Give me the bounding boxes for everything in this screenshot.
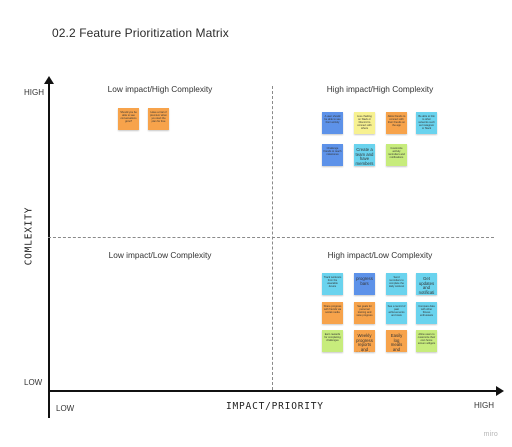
y-axis-low-label: LOW	[24, 378, 43, 387]
quadrant-label-top-right: High impact/High Complexity	[326, 84, 434, 94]
sticky-note[interactable]: Have a trial of premium when you start t…	[148, 108, 169, 130]
sticky-note[interactable]: Compare data with other fitness enthusia…	[416, 302, 437, 324]
sticky-note[interactable]: Get updates and notifications about prog…	[416, 273, 437, 295]
y-axis-line	[48, 80, 50, 418]
sticky-note[interactable]: Live chatting on Slack or Discord to con…	[354, 112, 375, 134]
x-axis-title: IMPACT/PRIORITY	[226, 401, 324, 412]
y-axis-title: COMLEXITY	[23, 206, 35, 266]
sticky-note[interactable]: Create a team and have members compete	[354, 144, 375, 166]
sticky-note[interactable]: Send reminders to complete the daily wor…	[386, 273, 407, 295]
sticky-note[interactable]: Share progress with friends via social m…	[322, 302, 343, 324]
sticky-note[interactable]: Earn rewards for completing challenges	[322, 330, 343, 352]
vertical-divider	[272, 86, 273, 390]
x-axis-low-label: LOW	[56, 404, 75, 413]
sticky-note[interactable]: Track workouts from the wearable device	[322, 273, 343, 295]
x-axis-line	[48, 390, 498, 392]
sticky-note[interactable]: progress bars	[354, 273, 375, 295]
x-axis-high-label: HIGH	[474, 401, 494, 410]
sticky-note[interactable]: Be able to link to other networks such a…	[416, 112, 437, 134]
sticky-note[interactable]: Customize activity reminders and notific…	[386, 144, 407, 166]
quadrant-label-bottom-right: High impact/Low Complexity	[327, 250, 433, 260]
sticky-note[interactable]: Challenge friends to reach milestones	[322, 144, 343, 166]
sticky-note[interactable]: Weekly progress reports and highlights	[354, 330, 375, 352]
sticky-note[interactable]: Easily log meals and water intake	[386, 330, 407, 352]
quadrant-label-top-left: Low impact/High Complexity	[107, 84, 213, 94]
sticky-note[interactable]: A user should be able to see their activ…	[322, 112, 343, 134]
sticky-note[interactable]: Should you be able to see conversations …	[118, 108, 139, 130]
sticky-note[interactable]: Allow friends to connect with their frie…	[386, 112, 407, 134]
miro-watermark: miro	[483, 431, 498, 438]
sticky-note[interactable]: Set goals for personal training and view…	[354, 302, 375, 324]
y-axis-arrow-icon	[43, 76, 54, 84]
sticky-note[interactable]: See a record of past achievements and st…	[386, 302, 407, 324]
sticky-note[interactable]: Allow users to customize their own home …	[416, 330, 437, 352]
y-axis-high-label: HIGH	[24, 88, 44, 97]
board-title: 02.2 Feature Prioritization Matrix	[52, 26, 229, 40]
x-axis-arrow-icon	[496, 386, 504, 396]
quadrant-label-bottom-left: Low impact/Low Complexity	[108, 250, 212, 260]
horizontal-divider	[48, 237, 494, 238]
